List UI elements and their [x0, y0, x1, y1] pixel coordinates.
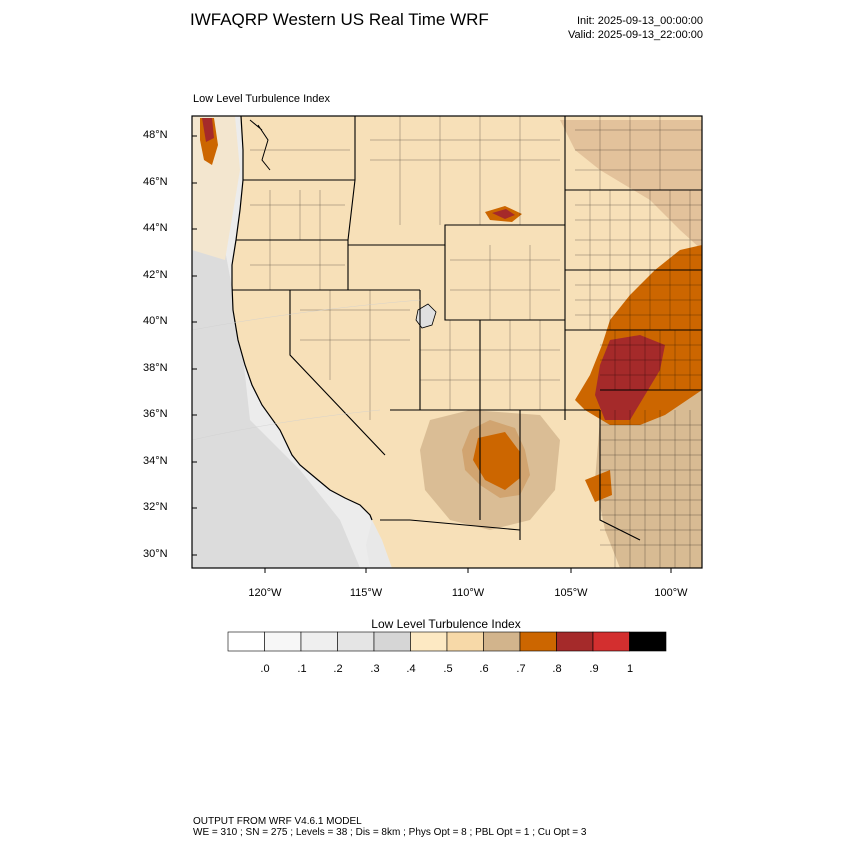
lat-label: 38°N	[143, 362, 168, 374]
coastline	[231, 116, 373, 521]
graticule	[192, 299, 421, 441]
state-borders	[232, 116, 702, 541]
plot-title: IWFAQRP Western US Real Time WRF	[190, 10, 489, 29]
footer-line-1: OUTPUT FROM WRF V4.6.1 MODEL	[193, 816, 362, 827]
gulf-shading	[395, 520, 460, 568]
lon-label: 115°W	[349, 587, 383, 599]
map-subtitle: Low Level Turbulence Index	[193, 93, 330, 105]
montana-red-spot	[492, 209, 515, 219]
lat-label: 32°N	[143, 501, 168, 513]
lat-label: 48°N	[143, 129, 168, 141]
colorbar-label: .2	[333, 663, 343, 675]
colorbar-title: Low Level Turbulence Index	[371, 617, 521, 631]
lon-label: 105°W	[554, 587, 588, 599]
lon-ticks	[264, 568, 672, 573]
lat-label: 34°N	[143, 455, 168, 467]
county-borders	[250, 116, 702, 568]
init-time: Init: 2025-09-13_00:00:00	[577, 15, 703, 27]
lat-ticks	[192, 135, 197, 556]
colorbar-label: .7	[516, 663, 526, 675]
north-plains-medium-zone	[560, 120, 702, 250]
map-frame	[191, 115, 703, 569]
lon-label: 120°W	[248, 587, 282, 599]
colorbar-label: .4	[406, 663, 416, 675]
lon-label: 100°W	[654, 587, 688, 599]
colorbar-label: .6	[479, 663, 489, 675]
colorbar-label: .0	[260, 663, 270, 675]
colorbar-label: .1	[297, 663, 307, 675]
lat-label: 40°N	[143, 315, 168, 327]
colorbar-label: .8	[552, 663, 562, 675]
colorbar-label: 1	[626, 663, 634, 675]
great-salt-lake	[415, 303, 437, 329]
footer-line-2: WE = 310 ; SN = 275 ; Levels = 38 ; Dis …	[193, 827, 587, 838]
lat-label: 42°N	[143, 269, 168, 281]
lat-label: 36°N	[143, 408, 168, 420]
texas-medium-zone	[595, 390, 702, 568]
model-footer: OUTPUT FROM WRF V4.6.1 MODEL WE = 310 ; …	[193, 816, 586, 838]
colorbar-label: .5	[443, 663, 453, 675]
baja-land	[366, 520, 392, 568]
colorbar-label: .3	[370, 663, 380, 675]
arizona-orange-core	[473, 432, 520, 490]
lat-label: 44°N	[143, 222, 168, 234]
offshore-red-streak	[202, 118, 214, 142]
colorbar-label: .9	[589, 663, 599, 675]
valid-time: Valid: 2025-09-13_22:00:00	[568, 29, 703, 41]
new-mexico-orange-spot	[585, 470, 612, 502]
lon-label: 110°W	[451, 587, 485, 599]
lat-label: 30°N	[143, 548, 168, 560]
init-valid-times: Init: 2025-09-13_00:00:00 Valid: 2025-09…	[568, 14, 703, 42]
lat-label: 46°N	[143, 176, 168, 188]
